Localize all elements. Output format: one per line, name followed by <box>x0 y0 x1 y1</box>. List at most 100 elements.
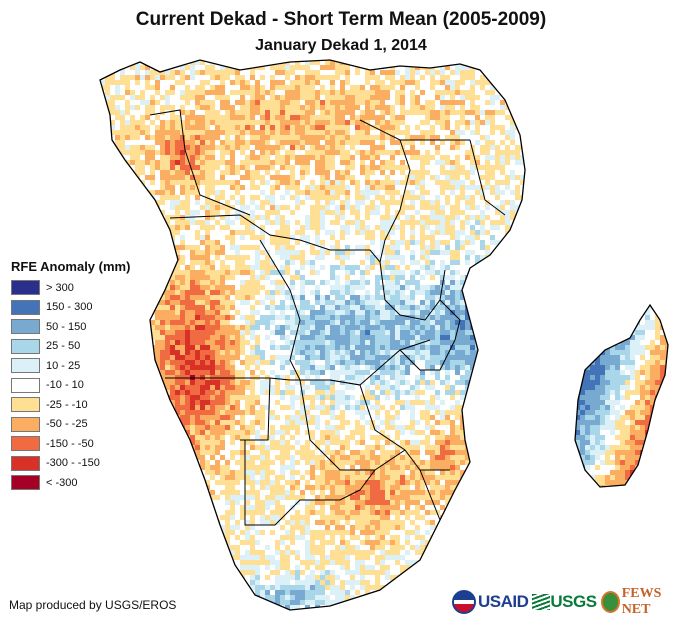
anomaly-cell <box>385 345 390 350</box>
anomaly-cell <box>155 90 160 95</box>
anomaly-cell <box>370 360 375 365</box>
anomaly-cell <box>400 325 405 330</box>
anomaly-cell <box>400 180 405 185</box>
anomaly-cell <box>370 265 375 270</box>
anomaly-cell <box>245 430 250 435</box>
anomaly-cell <box>320 150 325 155</box>
anomaly-cell <box>405 175 410 180</box>
anomaly-cell <box>505 440 510 445</box>
anomaly-cell <box>190 325 195 330</box>
anomaly-cell <box>375 305 380 310</box>
anomaly-cell <box>325 425 330 430</box>
anomaly-cell <box>305 260 310 265</box>
anomaly-cell <box>215 285 220 290</box>
anomaly-cell <box>325 420 330 425</box>
anomaly-cell <box>230 415 235 420</box>
anomaly-cell <box>195 405 200 410</box>
anomaly-cell <box>275 110 280 115</box>
anomaly-cell <box>245 100 250 105</box>
anomaly-cell <box>200 100 205 105</box>
anomaly-cell <box>230 400 235 405</box>
anomaly-cell <box>210 345 215 350</box>
anomaly-cell <box>210 260 215 265</box>
anomaly-cell <box>470 365 475 370</box>
anomaly-cell <box>275 70 280 75</box>
anomaly-cell <box>130 135 135 140</box>
anomaly-cell <box>405 205 410 210</box>
anomaly-cell <box>105 180 110 185</box>
anomaly-cell <box>305 140 310 145</box>
anomaly-cell <box>410 430 415 435</box>
anomaly-cell <box>270 235 275 240</box>
anomaly-cell <box>295 250 300 255</box>
anomaly-cell <box>375 55 380 60</box>
anomaly-cell <box>255 165 260 170</box>
anomaly-cell <box>270 115 275 120</box>
anomaly-cell <box>435 390 440 395</box>
anomaly-cell <box>415 420 420 425</box>
anomaly-cell <box>225 385 230 390</box>
anomaly-cell <box>145 235 150 240</box>
anomaly-cell <box>180 155 185 160</box>
anomaly-cell <box>270 145 275 150</box>
anomaly-cell <box>220 305 225 310</box>
anomaly-cell <box>225 320 230 325</box>
anomaly-cell <box>340 145 345 150</box>
anomaly-cell <box>510 315 515 320</box>
anomaly-cell <box>225 220 230 225</box>
anomaly-cell <box>515 425 520 430</box>
anomaly-cell <box>380 235 385 240</box>
anomaly-cell <box>290 195 295 200</box>
anomaly-cell <box>400 440 405 445</box>
anomaly-cell <box>490 125 495 130</box>
anomaly-cell <box>190 180 195 185</box>
anomaly-cell <box>365 295 370 300</box>
anomaly-cell <box>220 290 225 295</box>
anomaly-cell <box>380 335 385 340</box>
anomaly-cell <box>130 290 135 295</box>
anomaly-cell <box>235 185 240 190</box>
anomaly-cell <box>220 70 225 75</box>
anomaly-cell <box>280 445 285 450</box>
anomaly-cell <box>175 130 180 135</box>
anomaly-cell <box>180 200 185 205</box>
anomaly-cell <box>145 335 150 340</box>
anomaly-cell <box>520 395 525 400</box>
anomaly-cell <box>430 245 435 250</box>
anomaly-cell <box>180 315 185 320</box>
anomaly-cell <box>160 225 165 230</box>
anomaly-cell <box>445 420 450 425</box>
anomaly-cell <box>405 180 410 185</box>
anomaly-cell <box>170 295 175 300</box>
anomaly-cell <box>385 325 390 330</box>
anomaly-cell <box>450 420 455 425</box>
anomaly-cell <box>315 225 320 230</box>
anomaly-cell <box>485 425 490 430</box>
anomaly-cell <box>345 405 350 410</box>
anomaly-cell <box>215 425 220 430</box>
anomaly-cell <box>220 65 225 70</box>
anomaly-cell <box>205 135 210 140</box>
anomaly-cell <box>365 155 370 160</box>
anomaly-cell <box>510 70 515 75</box>
anomaly-cell <box>315 155 320 160</box>
anomaly-cell <box>360 160 365 165</box>
anomaly-cell <box>195 195 200 200</box>
anomaly-cell <box>195 430 200 435</box>
anomaly-cell <box>220 265 225 270</box>
anomaly-cell <box>135 170 140 175</box>
anomaly-cell <box>165 420 170 425</box>
anomaly-cell <box>435 290 440 295</box>
anomaly-cell <box>425 340 430 345</box>
anomaly-cell <box>200 315 205 320</box>
anomaly-cell <box>380 115 385 120</box>
anomaly-cell <box>495 425 500 430</box>
anomaly-cell <box>505 240 510 245</box>
anomaly-cell <box>410 345 415 350</box>
anomaly-cell <box>310 405 315 410</box>
anomaly-cell <box>145 295 150 300</box>
anomaly-cell <box>305 300 310 305</box>
anomaly-cell <box>185 100 190 105</box>
anomaly-cell <box>440 320 445 325</box>
anomaly-cell <box>195 125 200 130</box>
